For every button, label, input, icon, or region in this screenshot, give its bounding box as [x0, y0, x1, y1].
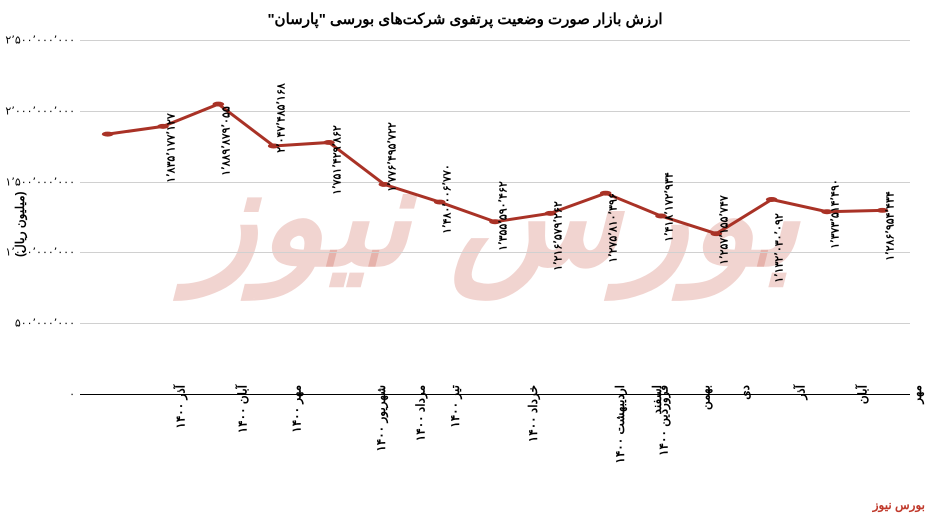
- chart-title: ارزش بازار صورت وضعیت پرتفوی شرکت‌های بو…: [0, 0, 930, 33]
- x-tick-label: آبان: [856, 385, 870, 404]
- data-value-label: ۱٬۷۷۶٬۴۹۵٬۷۲۲: [386, 122, 399, 192]
- data-value-label: ۱٬۳۵۵٬۵۹۰٬۴۶۲: [496, 181, 509, 251]
- data-labels: ۱٬۲۹۷٬۱۴۴٬۰۷۶۱٬۲۸۶٬۹۵۴٬۴۳۴۱٬۳۷۳٬۵۱۴٬۴۹۰۱…: [80, 40, 910, 394]
- gridline: [80, 394, 910, 395]
- y-tick-label: ۱٬۰۰۰٬۰۰۰٬۰۰۰: [10, 246, 75, 259]
- x-tick-label: شهریور ۱۴۰۰: [374, 385, 388, 452]
- y-tick-label: ۰: [10, 388, 75, 401]
- footer-credit: بورس نیوز: [873, 498, 925, 512]
- data-value-label: ۱٬۱۳۲٬۰۳۰٬۰۹۲: [773, 213, 786, 283]
- data-value-label: ۱٬۲۱۶٬۵۷۹٬۲۶۲: [552, 201, 565, 271]
- x-tick-label: تیر ۱۴۰۰: [448, 385, 462, 428]
- x-tick-label: آذر ۱۴۰۰: [173, 385, 187, 429]
- x-tick-label: مهر ۱۴۰۰: [290, 385, 304, 433]
- data-value-label: ۱٬۲۷۵٬۸۱۰٬۳۹۶: [607, 193, 620, 263]
- data-value-label: ۱٬۸۸۹٬۸۷۹٬۰۵۵: [220, 106, 233, 176]
- y-tick-label: ۲٬۵۰۰٬۰۰۰٬۰۰۰: [10, 34, 75, 47]
- data-value-label: ۱٬۲۵۷٬۱۵۵٬۷۴۷: [718, 195, 731, 265]
- data-value-label: ۲٬۰۴۷٬۴۸۵٬۱۶۸: [275, 83, 288, 153]
- x-tick-label: آبان ۱۴۰۰: [235, 385, 249, 433]
- y-tick-label: ۵۰۰٬۰۰۰٬۰۰۰: [10, 317, 75, 330]
- data-value-label: ۱٬۲۸۶٬۹۵۴٬۴۳۴: [884, 191, 897, 261]
- plot-area: بورس نیوز ۰۵۰۰٬۰۰۰٬۰۰۰۱٬۰۰۰٬۰۰۰٬۰۰۰۱٬۵۰۰…: [80, 40, 910, 394]
- y-tick-label: ۱٬۵۰۰٬۰۰۰٬۰۰۰: [10, 175, 75, 188]
- data-value-label: ۱٬۴۸۰٬۰۰۶٬۷۷۰: [441, 164, 454, 234]
- x-tick-label: آذر: [793, 385, 807, 399]
- data-value-label: ۱٬۴۱۸٬۱۷۲٬۹۳۴: [662, 173, 675, 243]
- x-tick-label: دی: [738, 385, 752, 400]
- data-value-label: ۱٬۷۵۱٬۴۲۹٬۸۶۲: [330, 125, 343, 195]
- data-value-label: ۱٬۸۳۵٬۱۷۷٬۱۲۷: [164, 114, 177, 184]
- x-tick-label: اردیبهشت ۱۴۰۰: [613, 385, 627, 464]
- data-value-label: ۱٬۳۷۳٬۵۱۴٬۴۹۰: [828, 179, 841, 249]
- x-tick-label: فروردین ۱۴۰۰: [657, 385, 671, 456]
- x-tick-label: مهر: [910, 385, 924, 404]
- x-tick-label: خرداد ۱۴۰۰: [525, 385, 539, 442]
- x-tick-label: بهمن: [698, 385, 712, 410]
- x-tick-label: مرداد ۱۴۰۰: [413, 385, 427, 441]
- chart-container: ارزش بازار صورت وضعیت پرتفوی شرکت‌های بو…: [0, 0, 930, 514]
- y-tick-label: ۲٬۰۰۰٬۰۰۰٬۰۰۰: [10, 104, 75, 117]
